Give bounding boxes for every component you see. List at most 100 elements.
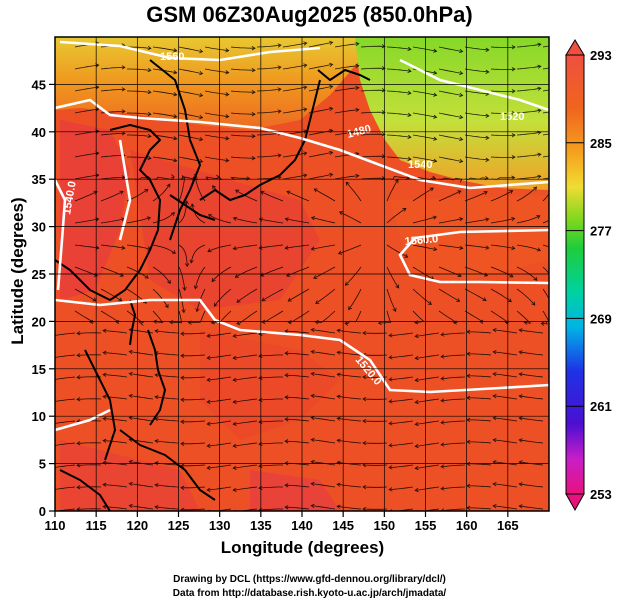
streamline [441,464,466,468]
colorbar-bottom-arrow [565,493,585,512]
streamline [493,395,518,400]
streamline [152,244,176,254]
streamline-arrow [51,422,54,426]
streamline [129,505,154,510]
streamline-arrow [173,136,178,141]
streamline [286,266,310,277]
streamline-arrow [507,298,512,303]
x-tick-label: 115 [86,518,107,533]
contour-label: 1540 [408,159,432,171]
streamline-arrow [492,415,497,421]
streamline-arrow [166,183,171,188]
streamline-arrow [173,158,178,163]
streamline-arrow [355,63,360,69]
streamline-arrow [284,351,289,356]
streamline [438,310,458,324]
streamline [337,373,362,378]
streamline [233,464,258,469]
streamline [204,90,229,96]
streamline-arrow [128,503,133,509]
streamline [152,183,171,202]
streamline [103,484,128,488]
streamline-arrow [377,320,382,326]
streamline [415,420,440,425]
streamline-arrow [173,70,178,75]
streamline [230,156,255,159]
streamline [155,506,180,510]
lat-lon-grid [55,37,549,511]
streamline [519,373,544,378]
streamline-arrow [313,275,318,279]
streamline [389,332,414,336]
streamline [438,46,463,52]
streamline [464,218,489,224]
streamline [412,156,437,162]
streamline [207,464,232,469]
streamline-arrow [432,215,437,220]
streamline [285,418,310,422]
streamline-arrow [232,377,237,382]
streamline-arrow [211,278,216,283]
streamline [464,156,489,161]
streamline-arrow [251,68,256,73]
streamline [155,330,180,334]
streamline-arrow [180,485,185,490]
streamline-arrow [511,245,516,251]
streamline [235,266,258,278]
contour-label: 1560.0 [404,233,439,248]
streamline [516,109,541,114]
streamline [415,332,440,337]
streamline [282,42,307,48]
streamline-arrow [407,134,412,139]
streamline [464,134,489,139]
streamline-arrow [284,439,289,444]
streamline-arrow [381,66,386,71]
streamline-arrow [181,309,186,314]
streamline [493,373,518,378]
credit-data: Data from http://database.rish.kyoto-u.a… [172,588,447,599]
streamline-arrow [303,63,308,68]
streamline [519,395,544,400]
streamline [337,483,362,488]
streamline-arrow [170,174,175,179]
streamline-arrow [128,371,133,377]
streamline-arrow [128,349,133,355]
streamline-arrow [199,49,204,54]
streamline [103,352,128,356]
streamline [386,134,411,138]
streamline-arrow [128,481,133,487]
streamline-arrow [440,464,445,469]
streamline-arrow [236,298,241,303]
streamline [258,398,283,401]
streamline [516,215,540,224]
contour-label: 1560 [160,51,184,63]
streamline-arrow [310,503,315,509]
streamline-arrow [51,488,54,492]
streamline-arrow [180,397,185,402]
streamline-arrow [537,86,542,91]
streamline [100,244,125,249]
streamline-arrow [563,41,566,45]
streamline-arrow [154,505,159,510]
streamline-arrow [414,421,419,427]
streamline [412,310,425,324]
streamline-arrow [459,48,464,54]
streamline-arrow [433,136,438,141]
streamline-arrow [173,48,178,53]
streamline-arrow [128,459,133,465]
streamline-arrow [287,297,292,302]
streamline-arrow [537,174,542,179]
streamline [127,112,151,115]
streamline-arrow [459,158,464,164]
streamline [386,46,411,50]
streamline-arrow [533,276,538,281]
streamline [308,130,333,136]
y-axis: 0 5 10 15 20 25 30 35 40 45 [32,77,55,519]
streamline [315,310,336,324]
streamline-arrow [440,486,445,491]
streamline-arrow [557,207,561,210]
y-tick-label: 45 [32,77,46,92]
streamline-arrow [207,248,212,253]
streamline [516,153,541,158]
streamline [345,181,362,202]
